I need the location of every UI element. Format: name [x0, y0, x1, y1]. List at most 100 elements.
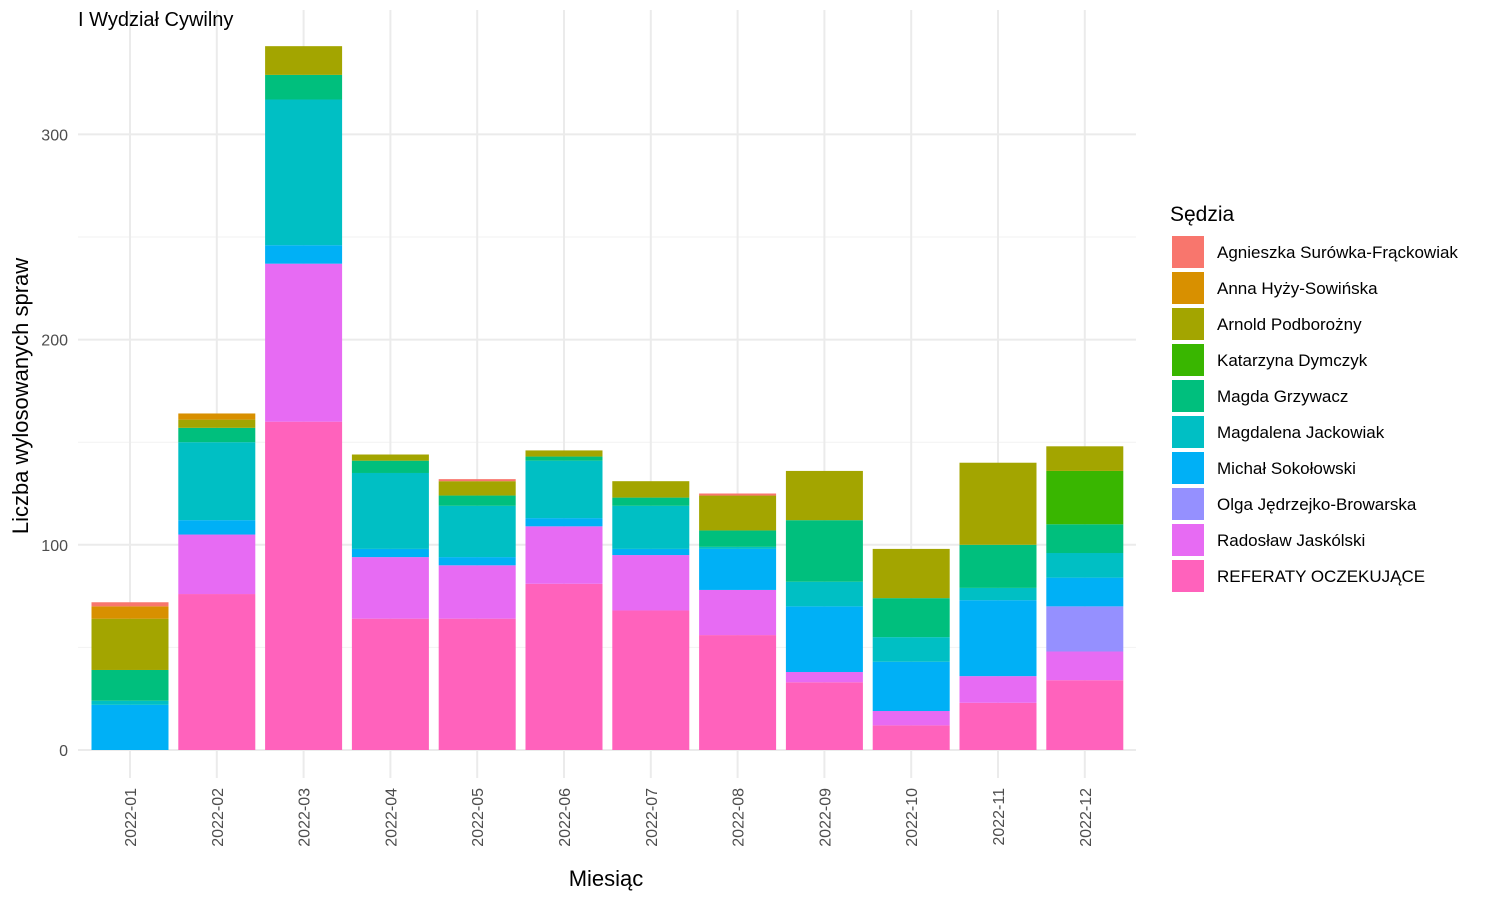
bar-segment: [438, 565, 516, 619]
bar-segment: [785, 470, 863, 521]
x-tick-label: 2022-01: [123, 788, 140, 847]
legend-swatch: [1172, 380, 1204, 412]
bar-segment: [1046, 606, 1124, 652]
y-axis-title: Liczba wylosowanych spraw: [8, 258, 33, 534]
bar-segment: [959, 600, 1037, 677]
bar-segment: [91, 606, 169, 619]
bar-segment: [872, 711, 950, 726]
bar-segment: [785, 672, 863, 683]
bar-segment: [872, 725, 950, 750]
legend-swatch: [1172, 272, 1204, 304]
bar-segment: [265, 263, 343, 422]
bar-segment: [699, 548, 777, 590]
bar-segment: [178, 419, 256, 428]
legend-label: Olga Jędrzejko-Browarska: [1217, 495, 1417, 514]
legend-label: Magdalena Jackowiak: [1217, 423, 1385, 442]
x-tick-label: 2022-11: [991, 788, 1008, 846]
bar-segment: [178, 594, 256, 750]
bar-segment: [699, 530, 777, 547]
legend-swatch: [1172, 488, 1204, 520]
bar-segment: [612, 505, 690, 549]
bar-segment: [612, 481, 690, 498]
y-tick-label: 200: [41, 333, 68, 350]
bar-segment: [525, 456, 603, 461]
bar-segment: [91, 618, 169, 670]
bar-segment: [1046, 446, 1124, 471]
bar-segment: [351, 618, 429, 750]
legend-label: Katarzyna Dymczyk: [1217, 351, 1368, 370]
bar-segment: [525, 518, 603, 527]
bar-segment: [785, 606, 863, 673]
bar-segment: [872, 598, 950, 638]
bar-segment: [178, 413, 256, 420]
bar-segment: [699, 546, 777, 549]
bar-segment: [438, 505, 516, 558]
bar-segment: [699, 495, 777, 531]
legend-label: Michał Sokołowski: [1217, 459, 1356, 478]
bar-segment: [438, 479, 516, 482]
legend-swatch: [1172, 236, 1204, 268]
legend-title: Sędzia: [1170, 203, 1235, 226]
x-tick-label: 2022-08: [731, 788, 748, 847]
bar-segment: [438, 618, 516, 750]
legend-label: Anna Hyży-Sowińska: [1217, 279, 1378, 298]
bar-segment: [699, 493, 777, 496]
bar-segment: [959, 587, 1037, 601]
bar-segment: [1046, 470, 1124, 525]
bar-segment: [699, 589, 777, 636]
bar-segment: [178, 520, 256, 535]
bar-segment: [959, 544, 1037, 588]
bar-segment: [785, 682, 863, 750]
bar-segment: [612, 497, 690, 506]
bar-segment: [872, 548, 950, 599]
bar-segment: [91, 669, 169, 701]
y-axis: 0 100 200 300: [41, 127, 68, 760]
bar-segment: [351, 557, 429, 619]
bar-segment: [959, 676, 1037, 703]
bar-segment: [525, 526, 603, 584]
bar-segment: [699, 635, 777, 750]
bar-segment: [959, 702, 1037, 750]
bar-segment: [265, 421, 343, 750]
bar-segment: [351, 460, 429, 473]
legend-swatch: [1172, 452, 1204, 484]
bar-segment: [785, 581, 863, 607]
bar-segment: [872, 637, 950, 662]
legend-label: Arnold Podborożny: [1217, 315, 1362, 334]
bar-segment: [1046, 577, 1124, 607]
bar-segment: [438, 495, 516, 506]
bar-segment: [525, 450, 603, 457]
bar-segment: [178, 427, 256, 443]
bar-segment: [91, 700, 169, 705]
legend-label: REFERATY OCZEKUJĄCE: [1217, 567, 1425, 586]
bar-segment: [1046, 553, 1124, 578]
legend-label: Radosław Jaskólski: [1217, 531, 1365, 550]
x-tick-label: 2022-03: [297, 788, 314, 847]
legend-label: Agnieszka Surówka-Frąckowiak: [1217, 243, 1458, 262]
x-tick-label: 2022-06: [557, 788, 574, 847]
bars-layer: [91, 46, 1124, 750]
legend-swatch: [1172, 416, 1204, 448]
bar-segment: [612, 548, 690, 556]
x-tick-label: 2022-09: [817, 788, 834, 847]
bar-segment: [1046, 651, 1124, 681]
bar-segment: [351, 472, 429, 549]
bar-segment: [525, 583, 603, 750]
legend-swatch: [1172, 560, 1204, 592]
legend-label: Magda Grzywacz: [1217, 387, 1348, 406]
legend-swatch: [1172, 308, 1204, 340]
bar-segment: [265, 46, 343, 75]
y-tick-label: 100: [41, 538, 68, 555]
y-tick-label: 300: [41, 127, 68, 144]
legend: Sędzia Agnieszka Surówka-Frąckowiak Anna …: [1170, 203, 1458, 592]
bar-segment: [1046, 680, 1124, 750]
bar-segment: [525, 460, 603, 519]
bar-segment: [265, 245, 343, 264]
bar-segment: [1046, 524, 1124, 554]
bar-segment: [612, 555, 690, 611]
x-tick-label: 2022-10: [904, 788, 921, 847]
y-tick-label: 0: [59, 743, 68, 760]
bar-segment: [178, 442, 256, 521]
